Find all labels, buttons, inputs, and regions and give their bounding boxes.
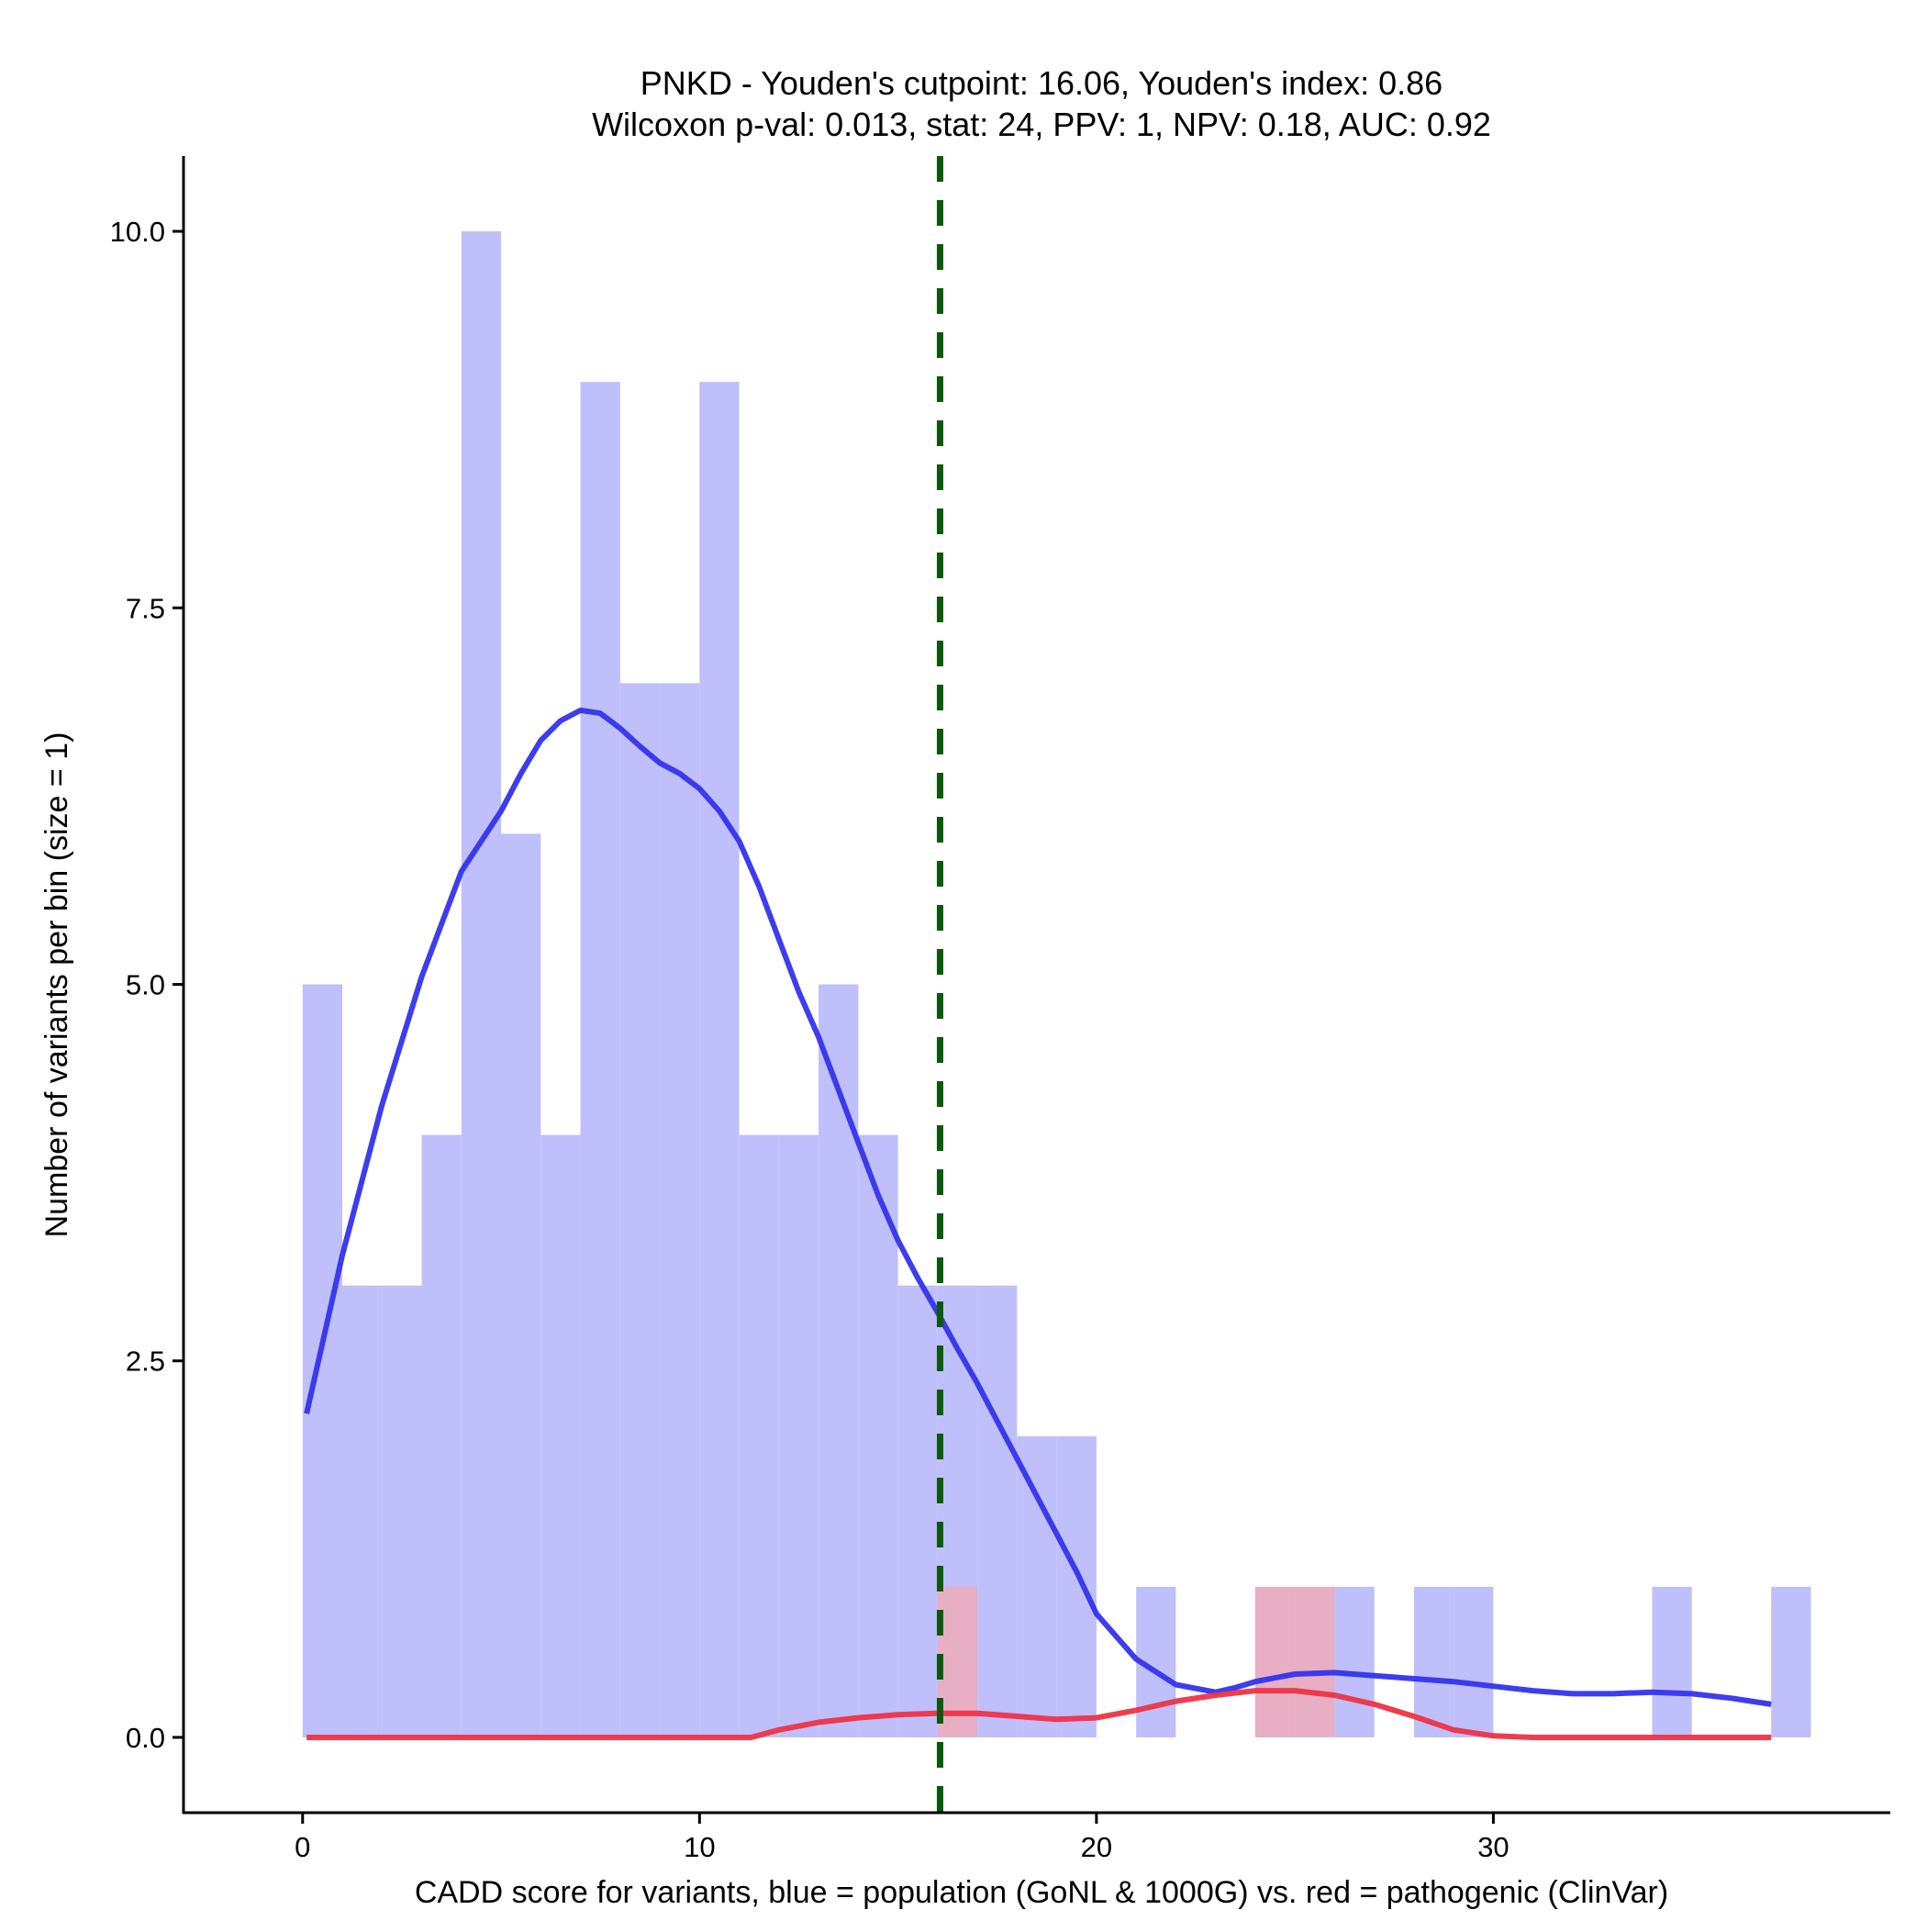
- axes: 0 10 20 30 0.0 2.5 5.0 7.5 10.0: [110, 156, 1890, 1863]
- population-bar-12: [778, 1134, 819, 1737]
- population-bar-25: [1454, 1586, 1494, 1737]
- pathogenic-density-line: [306, 1688, 1772, 1740]
- chart-title-line-2: Wilcoxon p-val: 0.013, stat: 24, PPV: 1,…: [592, 106, 1491, 143]
- population-bar-3: [421, 1134, 462, 1737]
- y-tick-label-1: 2.5: [126, 1346, 165, 1378]
- population-bar-27: [1771, 1586, 1811, 1737]
- y-tick-label-4: 10.0: [110, 216, 165, 248]
- x-tick-label-1: 10: [684, 1831, 715, 1863]
- population-bar-7: [580, 382, 620, 1737]
- chart-title-line-1: PNKD - Youden's cutpoint: 16.06, Youden'…: [640, 64, 1442, 102]
- population-bar-26: [1652, 1586, 1692, 1737]
- population-bar-8: [619, 683, 661, 1737]
- x-tick-label-0: 0: [295, 1831, 310, 1863]
- population-bar-23: [1334, 1586, 1375, 1737]
- population-density-line: [304, 707, 1772, 1707]
- population-bar-1: [342, 1285, 383, 1737]
- population-bar-2: [382, 1285, 422, 1737]
- x-tick-label-3: 30: [1477, 1831, 1509, 1863]
- population-bar-4: [461, 231, 502, 1737]
- population-bar-10: [699, 382, 740, 1737]
- population-bar-24: [1413, 1586, 1454, 1737]
- population-bar-14: [858, 1134, 898, 1737]
- population-bar-13: [819, 984, 859, 1737]
- pathogenic-bar-2: [1295, 1586, 1335, 1737]
- x-tick-label-2: 20: [1081, 1831, 1112, 1863]
- population-bar-19: [1056, 1435, 1097, 1737]
- y-tick-label-0: 0.0: [126, 1722, 165, 1754]
- population-bar-5: [501, 833, 541, 1737]
- y-tick-label-3: 7.5: [126, 592, 165, 624]
- y-tick-label-2: 5.0: [126, 969, 165, 1001]
- density-curves: [304, 707, 1772, 1740]
- population-bar-17: [977, 1285, 1018, 1737]
- pathogenic-bar-1: [1254, 1586, 1296, 1737]
- population-bars: [302, 231, 1811, 1737]
- pathogenic-bars: [937, 1586, 1335, 1737]
- population-bar-11: [739, 1134, 779, 1737]
- population-bar-18: [1017, 1435, 1057, 1737]
- x-axis-label: CADD score for variants, blue = populati…: [415, 1875, 1668, 1910]
- population-bar-0: [302, 984, 343, 1737]
- y-axis-label: Number of variants per bin (size = 1): [39, 732, 74, 1238]
- population-bar-15: [897, 1285, 938, 1737]
- population-bar-6: [540, 1134, 581, 1737]
- population-bar-9: [660, 683, 700, 1737]
